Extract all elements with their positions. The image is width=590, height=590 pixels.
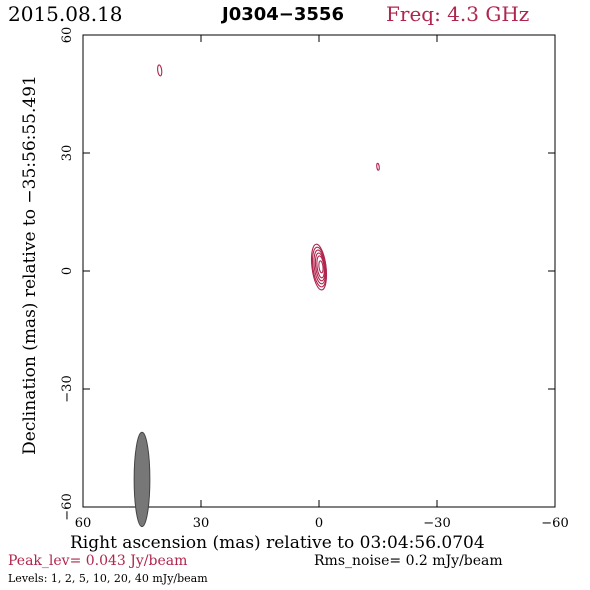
axis-ticks [82, 34, 556, 508]
contour-level [376, 162, 380, 171]
beam-ellipse [133, 431, 151, 528]
rms-noise: Rms_noise= 0.2 mJy/beam [314, 553, 503, 569]
contour-level [316, 255, 325, 279]
x-tick-label: 30 [193, 516, 210, 531]
plot-frame [82, 34, 556, 508]
x-axis-label: Right ascension (mas) relative to 03:04:… [70, 533, 485, 553]
x-tick-label: −30 [423, 516, 450, 531]
y-tick-label: 0 [60, 267, 75, 275]
contour-components [157, 64, 380, 291]
component-noise-2 [376, 162, 380, 171]
frequency-label: Freq: 4.3 GHz [386, 2, 530, 26]
beam-ellipse-group [133, 431, 151, 528]
contour-level [157, 64, 163, 77]
y-tick-label: −60 [60, 493, 75, 520]
contour-level [311, 246, 327, 288]
y-axis-label: Declination (mas) relative to −35:56:55.… [20, 75, 40, 455]
x-tick-label: 0 [315, 516, 323, 531]
epoch-date: 2015.08.18 [8, 2, 123, 26]
y-tick-label: 30 [60, 145, 75, 162]
x-tick-label: 60 [75, 516, 92, 531]
contour-level [313, 249, 327, 285]
component-core [310, 243, 328, 291]
x-tick-label: −60 [541, 516, 568, 531]
peak-level: Peak_lev= 0.043 Jy/beam [8, 553, 188, 569]
contour-levels: Levels: 1, 2, 5, 10, 20, 40 mJy/beam [8, 572, 208, 585]
source-name: J0304−3556 [222, 4, 344, 25]
contour-level [314, 252, 326, 282]
y-tick-label: 60 [60, 27, 75, 44]
y-tick-label: −30 [60, 375, 75, 402]
contour-level [318, 260, 324, 274]
component-noise-1 [157, 64, 163, 77]
